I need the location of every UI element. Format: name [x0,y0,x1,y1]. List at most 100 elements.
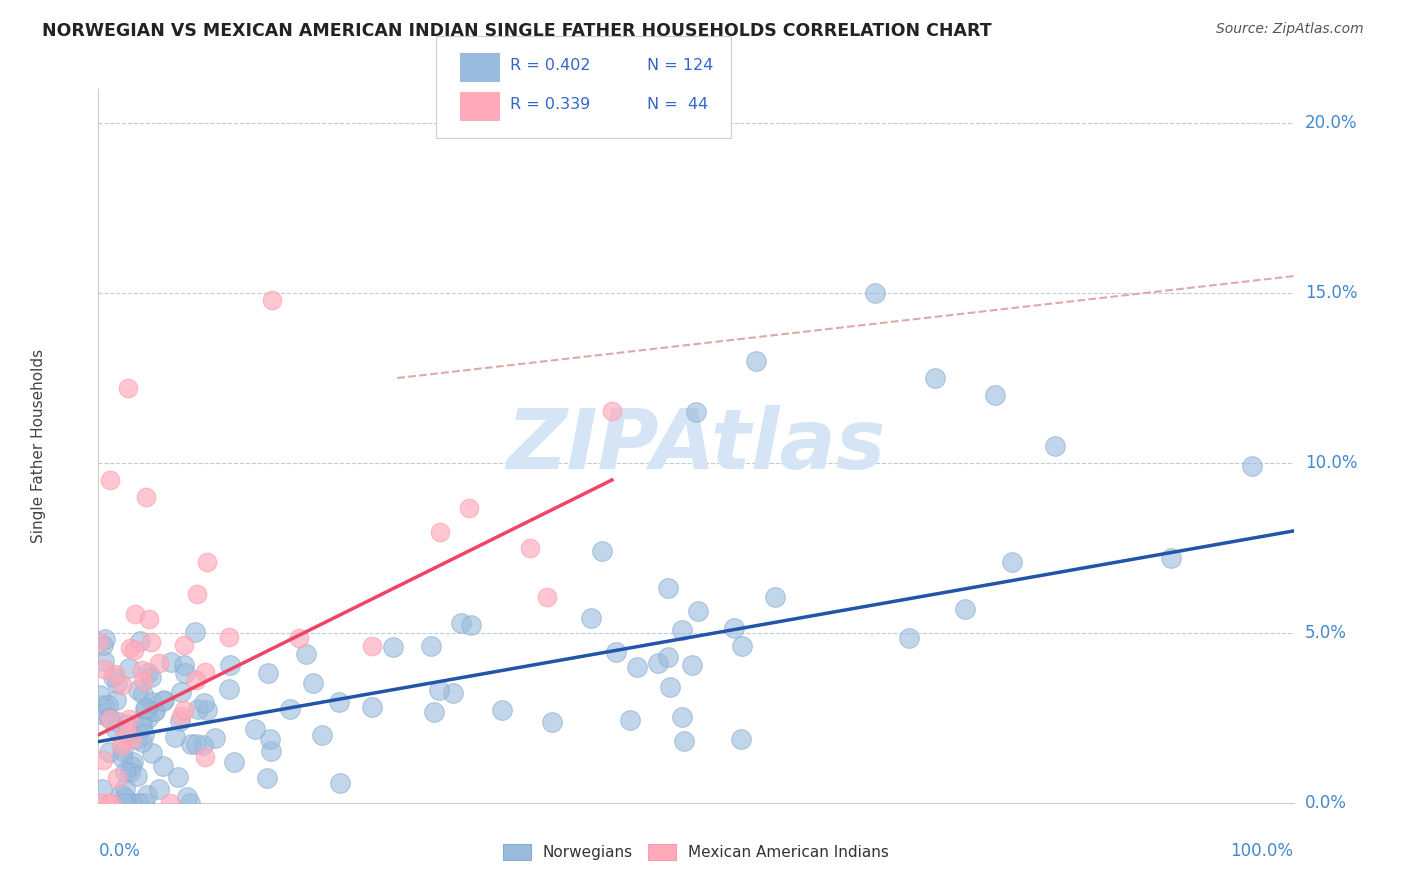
Mexican American Indians [97,796,120,810]
Text: 20.0%: 20.0% [1305,114,1357,132]
Norwegians [118,764,141,779]
Norwegians [93,698,115,713]
Mexican American Indians [457,500,479,515]
Norwegians [97,698,120,712]
Norwegians [121,796,143,810]
Norwegians [111,744,134,758]
Text: ZIPAtlas: ZIPAtlas [506,406,886,486]
Mexican American Indians [194,665,217,679]
Norwegians [204,731,226,746]
Norwegians [953,602,976,616]
Text: 0.0%: 0.0% [98,842,141,860]
Norwegians [686,604,709,618]
Norwegians [865,286,887,301]
Norwegians [121,756,143,770]
Mexican American Indians [173,638,195,652]
Norwegians [148,781,170,796]
Text: R = 0.402: R = 0.402 [510,58,591,72]
Mexican American Indians [124,607,146,621]
Mexican American Indians [100,796,122,810]
Norwegians [121,796,143,810]
Norwegians [131,720,153,734]
Mexican American Indians [117,381,139,395]
Norwegians [105,675,128,690]
Norwegians [125,731,148,746]
Norwegians [897,632,920,646]
Norwegians [145,705,167,719]
Mexican American Indians [184,673,207,687]
Norwegians [104,721,127,735]
Norwegians [731,639,754,653]
Norwegians [626,660,648,674]
Mexican American Indians [519,541,541,555]
Mexican American Indians [132,674,155,689]
Norwegians [176,790,198,805]
Norwegians [1043,439,1066,453]
Norwegians [159,655,181,669]
Mexican American Indians [91,753,114,767]
Mexican American Indians [429,525,451,540]
Norwegians [723,621,745,635]
Norwegians [120,759,142,773]
Norwegians [1001,555,1024,569]
Norwegians [681,657,703,672]
Text: 10.0%: 10.0% [1305,454,1357,472]
Norwegians [647,656,669,670]
Norwegians [311,728,333,742]
Norwegians [110,787,132,801]
Norwegians [295,647,318,661]
Norwegians [260,744,283,758]
Norwegians [193,739,215,753]
Mexican American Indians [87,634,110,648]
Norwegians [984,388,1007,402]
Norwegians [328,695,350,709]
Norwegians [166,771,188,785]
Norwegians [91,638,114,652]
Mexican American Indians [194,750,217,764]
Norwegians [128,633,150,648]
Norwegians [222,755,245,769]
Norwegians [591,544,613,558]
Norwegians [657,581,679,595]
Text: 100.0%: 100.0% [1230,842,1294,860]
Text: NORWEGIAN VS MEXICAN AMERICAN INDIAN SINGLE FATHER HOUSEHOLDS CORRELATION CHART: NORWEGIAN VS MEXICAN AMERICAN INDIAN SIN… [42,22,991,40]
Mexican American Indians [98,473,122,487]
Mexican American Indians [536,591,558,605]
Norwegians [619,713,641,727]
Norwegians [924,371,946,385]
Norwegians [142,704,165,718]
Norwegians [184,625,207,640]
Norwegians [381,640,404,655]
Norwegians [134,701,156,715]
Text: N =  44: N = 44 [647,97,709,112]
Norwegians [104,692,127,706]
Norwegians [91,781,114,796]
Mexican American Indians [115,725,138,739]
Norwegians [193,696,215,710]
Norwegians [195,703,218,717]
Mexican American Indians [111,731,134,746]
Norwegians [745,354,768,368]
Norwegians [141,746,163,760]
Norwegians [1240,458,1263,473]
Norwegians [259,732,281,747]
Legend: Norwegians, Mexican American Indians: Norwegians, Mexican American Indians [496,838,896,866]
Mexican American Indians [110,738,132,752]
Norwegians [280,701,302,715]
Text: N = 124: N = 124 [647,58,713,72]
Norwegians [136,711,159,725]
Mexican American Indians [148,657,170,671]
Mexican American Indians [138,612,160,626]
Norwegians [107,714,129,729]
Norwegians [114,765,136,780]
Norwegians [302,675,325,690]
Norwegians [329,776,352,790]
Norwegians [165,730,187,744]
Norwegians [179,796,201,810]
Mexican American Indians [197,555,219,569]
Norwegians [132,687,155,701]
Norwegians [117,661,139,675]
Norwegians [419,639,441,653]
Norwegians [110,750,132,764]
Norwegians [141,695,163,709]
